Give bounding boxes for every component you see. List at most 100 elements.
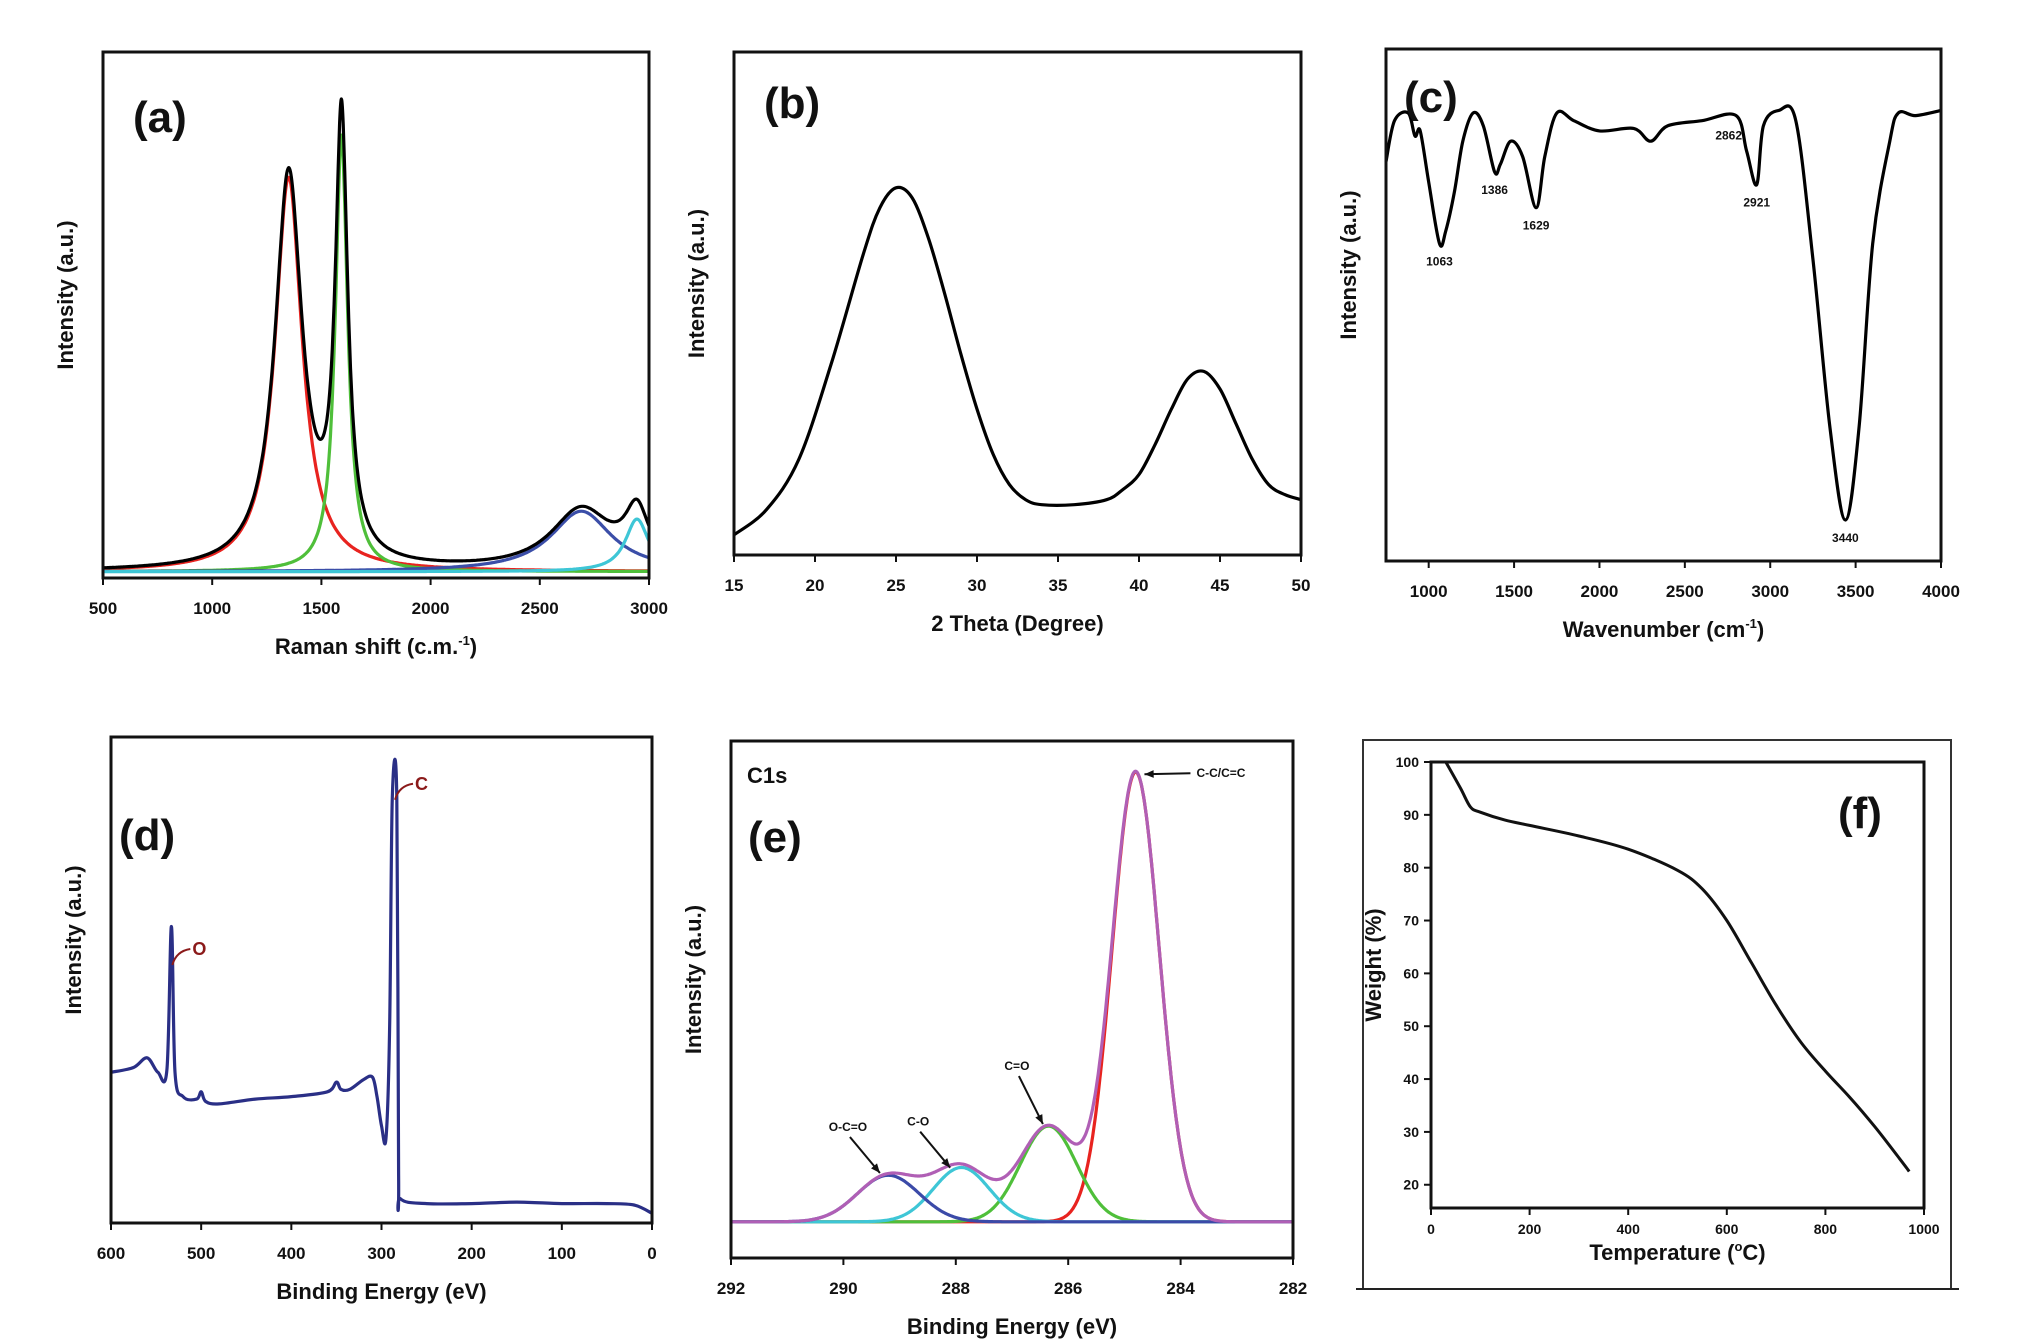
- panel-label: (d): [119, 811, 175, 860]
- y-axis-label: Intensity (a.u.): [53, 220, 78, 369]
- x-axis-label-text: Raman shift (c.m.: [275, 634, 458, 659]
- x-tick-label: 25: [887, 576, 906, 595]
- x-axis-label-sup: -1: [1745, 616, 1757, 631]
- x-axis-label: Raman shift (c.m.-1): [275, 633, 477, 659]
- x-tick-label: 600: [97, 1244, 125, 1263]
- x-tick-label: 1000: [1410, 582, 1448, 601]
- x-tick-label: 800: [1814, 1221, 1838, 1237]
- x-tick-label: 40: [1130, 576, 1149, 595]
- x-tick-label: 1500: [1495, 582, 1533, 601]
- peak-label: 2921: [1743, 196, 1770, 210]
- panel-label: (b): [764, 79, 820, 128]
- x-tick-label: 3000: [630, 599, 668, 618]
- x-axis-label: 2 Theta (Degree): [931, 611, 1103, 636]
- x-tick-label: 3000: [1751, 582, 1789, 601]
- series-line-0: [1384, 104, 1942, 522]
- x-tick-label: 2000: [412, 599, 450, 618]
- x-tick-label: 600: [1715, 1221, 1739, 1237]
- x-tick-label: 2500: [1666, 582, 1704, 601]
- panel-d: 600 500 400 300 200 100 0 Binding Energy (eV) In…: [61, 735, 657, 1304]
- peak-label: 2862: [1715, 128, 1742, 142]
- y-tick-label: 40: [1403, 1071, 1419, 1087]
- component-label: C-C/C=C: [1196, 766, 1245, 780]
- x-axis-label-end: C): [1742, 1240, 1765, 1265]
- peak-label: C: [415, 774, 428, 794]
- panel-a: 500 1000 1500 2000 2500 3000 Raman shift (c.m.…: [53, 50, 668, 659]
- x-axis-label-end: ): [470, 634, 477, 659]
- x-tick-label: 286: [1054, 1279, 1082, 1298]
- peak-leader-line: [394, 782, 414, 801]
- x-tick-label: 30: [968, 576, 987, 595]
- series-line-0: [731, 770, 1293, 1224]
- y-tick-label: 30: [1403, 1124, 1419, 1140]
- x-tick-label: 20: [806, 576, 825, 595]
- series-line-0: [733, 185, 1302, 537]
- y-axis-label: Intensity (a.u.): [684, 209, 709, 358]
- x-tick-label: 0: [647, 1244, 656, 1263]
- arrow-head-icon: [1144, 770, 1154, 778]
- plot-frame: [109, 735, 654, 1225]
- plot-frame: [101, 50, 651, 580]
- x-tick-label: 15: [725, 576, 744, 595]
- peak-label: 3440: [1832, 531, 1859, 545]
- y-tick-label: 50: [1403, 1018, 1419, 1034]
- series-line-0: [110, 757, 653, 1215]
- panel-f: 0 200 400 600 800 1000 20 30 40 50 60 70 80 90 100 Temp…: [1356, 739, 1959, 1290]
- x-tick-label: 3500: [1837, 582, 1875, 601]
- plot-frame: [732, 50, 1303, 557]
- y-tick-label: 60: [1403, 965, 1419, 981]
- x-axis-label: Wavenumber (cm-1): [1563, 616, 1764, 642]
- x-axis-label: Binding Energy (eV): [907, 1314, 1117, 1339]
- peak-label: 1629: [1523, 219, 1550, 233]
- x-tick-label: 200: [457, 1244, 485, 1263]
- panel-label: (c): [1404, 73, 1458, 122]
- series-line-4: [731, 769, 1293, 1224]
- y-axis-label: Intensity (a.u.): [681, 905, 706, 1054]
- peak-leader-line: [171, 948, 191, 966]
- x-tick-label: 288: [942, 1279, 970, 1298]
- x-axis-label-sup: o: [1734, 1239, 1742, 1254]
- peak-label: 1063: [1426, 255, 1453, 269]
- component-label: C=O: [1004, 1059, 1029, 1073]
- x-tick-label: 290: [829, 1279, 857, 1298]
- x-tick-label: 292: [717, 1279, 745, 1298]
- panel-label: (e): [748, 813, 802, 862]
- panel-label: (f): [1838, 789, 1882, 838]
- y-axis-label: Weight (%): [1361, 908, 1386, 1021]
- series-line-3: [102, 517, 651, 574]
- arrow-head-icon: [871, 1163, 880, 1173]
- x-axis-label: Temperature (oC): [1589, 1239, 1765, 1265]
- component-label: O-C=O: [829, 1120, 867, 1134]
- x-tick-label: 2500: [521, 599, 559, 618]
- panel-e: 292 290 288 286 284 282 Binding Energy (eV) Int…: [681, 739, 1307, 1339]
- peak-label: O: [192, 939, 206, 959]
- x-tick-label: 0: [1427, 1221, 1435, 1237]
- x-tick-label: 50: [1292, 576, 1311, 595]
- chart-title: C1s: [747, 763, 787, 788]
- x-axis-label-text: Wavenumber (cm: [1563, 617, 1746, 642]
- y-tick-label: 20: [1403, 1177, 1419, 1193]
- y-tick-label: 100: [1396, 754, 1420, 770]
- series-line-2: [731, 1165, 1293, 1224]
- plot-frame: [729, 739, 1295, 1260]
- series-line-0: [102, 175, 649, 573]
- x-axis-label-text: Binding Energy (eV): [276, 1279, 486, 1304]
- y-axis-label: Intensity (a.u.): [61, 865, 86, 1014]
- series-line-0: [1444, 761, 1911, 1173]
- x-tick-label: 35: [1049, 576, 1068, 595]
- x-axis-label-text: Binding Energy (eV): [907, 1314, 1117, 1339]
- x-tick-label: 1000: [193, 599, 231, 618]
- y-axis-label: Intensity (a.u.): [1336, 190, 1361, 339]
- x-tick-label: 4000: [1922, 582, 1960, 601]
- x-tick-label: 100: [548, 1244, 576, 1263]
- x-tick-label: 400: [277, 1244, 305, 1263]
- x-tick-label: 500: [89, 599, 117, 618]
- panel-label: (a): [133, 93, 187, 142]
- x-tick-label: 1500: [302, 599, 340, 618]
- x-axis-label-end: ): [1757, 617, 1764, 642]
- series-line-1: [102, 133, 649, 574]
- x-tick-label: 400: [1617, 1221, 1641, 1237]
- panel-c: 1000 1500 2000 2500 3000 3500 4000 Wavenumber (…: [1336, 47, 1960, 642]
- x-tick-label: 1000: [1908, 1221, 1939, 1237]
